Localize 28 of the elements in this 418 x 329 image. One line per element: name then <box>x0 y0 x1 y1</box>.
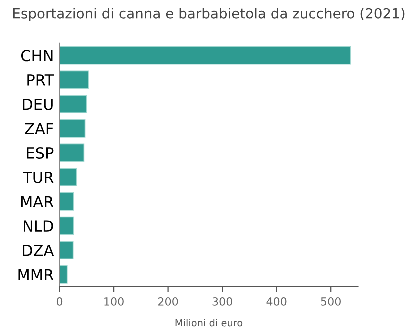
bar <box>60 144 85 162</box>
y-tick-label: MMR <box>18 269 54 281</box>
x-tick-label: 300 <box>212 298 232 306</box>
bar <box>60 119 86 138</box>
y-tick-label: ZAF <box>25 123 54 134</box>
y-tick-label: PRT <box>28 74 54 86</box>
bar <box>60 168 78 187</box>
y-tick-label: NLD <box>24 220 54 232</box>
bar <box>60 266 68 284</box>
bar <box>60 70 89 90</box>
x-tick-label: 200 <box>158 298 178 306</box>
y-tick-label: MAR <box>21 196 54 208</box>
bar <box>60 192 74 211</box>
bar <box>60 241 74 260</box>
y-tick-label: DZA <box>23 245 54 256</box>
bar <box>60 95 88 114</box>
x-axis-title: Milioni di euro <box>176 319 243 327</box>
x-tick-label: 0 <box>56 298 63 306</box>
chart-title: Esportazioni di canna e barbabietola da zucchero (2021) <box>14 8 405 22</box>
bar <box>60 46 352 65</box>
x-tick-label: 500 <box>321 298 341 306</box>
y-tick-label: DEU <box>23 98 53 110</box>
y-tick-label: CHN <box>21 50 53 62</box>
x-tick-label: 400 <box>266 298 287 306</box>
x-tick-label: 100 <box>104 298 124 306</box>
y-tick-label: ESP <box>27 147 54 160</box>
y-tick-label: TUR <box>23 172 54 184</box>
bar <box>60 216 74 236</box>
